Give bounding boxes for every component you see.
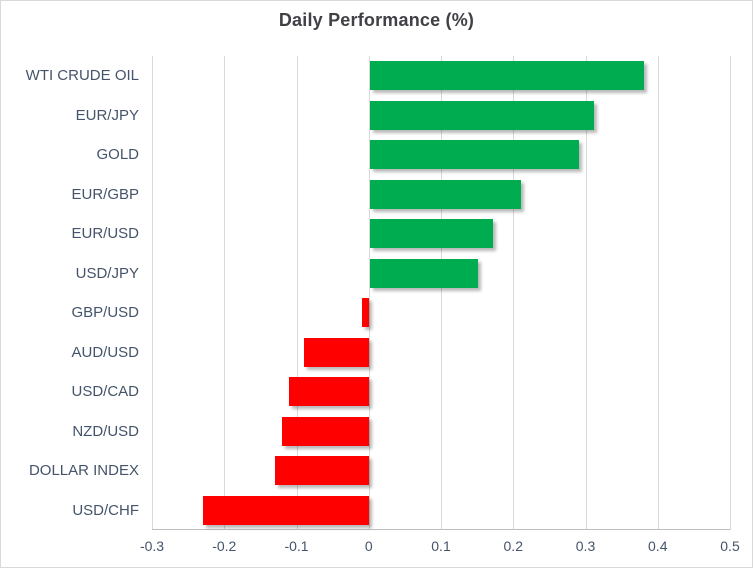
gridline bbox=[513, 56, 515, 530]
gridline bbox=[224, 56, 226, 530]
category-label-eur-gbp: EUR/GBP bbox=[71, 185, 139, 203]
bar-eur-jpy bbox=[369, 100, 594, 130]
category-label-usd-chf: USD/CHF bbox=[72, 501, 139, 519]
category-label-aud-usd: AUD/USD bbox=[71, 343, 139, 361]
x-axis-line bbox=[152, 529, 730, 530]
gridline bbox=[730, 56, 731, 530]
gridline bbox=[585, 56, 587, 530]
gridline bbox=[441, 56, 442, 530]
category-label-gbp-usd: GBP/USD bbox=[71, 304, 139, 322]
x-tick-label-0_3: 0.3 bbox=[575, 538, 596, 554]
gridline bbox=[368, 56, 370, 530]
category-label-eur-jpy: EUR/JPY bbox=[75, 106, 139, 124]
category-label-usd-cad: USD/CAD bbox=[71, 383, 139, 401]
bar-gbp-usd bbox=[361, 298, 369, 328]
category-label-wti-crude-oil: WTI CRUDE OIL bbox=[25, 67, 139, 85]
bar-usd-jpy bbox=[369, 258, 479, 288]
x-tick-label--0_1: -0.1 bbox=[284, 538, 309, 554]
category-label-eur-usd: EUR/USD bbox=[71, 225, 139, 243]
chart-title: Daily Performance (%) bbox=[278, 10, 475, 30]
gridline bbox=[152, 56, 153, 530]
x-tick-label-0_2: 0.2 bbox=[503, 538, 523, 554]
gridline bbox=[296, 56, 298, 530]
bar-eur-gbp bbox=[369, 179, 522, 209]
bar-usd-cad bbox=[289, 377, 369, 407]
category-label-nzd-usd: NZD/USD bbox=[72, 422, 139, 440]
x-tick-label--0_2: -0.2 bbox=[212, 538, 237, 554]
x-tick-label-0: 0 bbox=[364, 538, 373, 554]
bar-nzd-usd bbox=[282, 416, 369, 446]
bar-usd-chf bbox=[202, 495, 369, 525]
bar-dollar-index bbox=[274, 456, 369, 486]
bar-gold bbox=[369, 140, 580, 170]
category-label-gold: GOLD bbox=[96, 146, 139, 164]
bar-aud-usd bbox=[303, 337, 369, 367]
category-label-dollar-index: DOLLAR INDEX bbox=[28, 462, 139, 480]
bar-eur-usd bbox=[369, 219, 493, 249]
bar-wti-crude-oil bbox=[369, 61, 645, 91]
plot-area bbox=[152, 56, 731, 530]
x-tick-label-0_4: 0.4 bbox=[648, 538, 668, 554]
x-tick-label-0_5: 0.5 bbox=[720, 538, 740, 554]
x-tick-label--0_3: -0.3 bbox=[139, 538, 165, 554]
x-tick-label-0_1: 0.1 bbox=[431, 538, 451, 554]
category-label-usd-jpy: USD/JPY bbox=[75, 264, 139, 282]
gridline bbox=[657, 56, 659, 530]
